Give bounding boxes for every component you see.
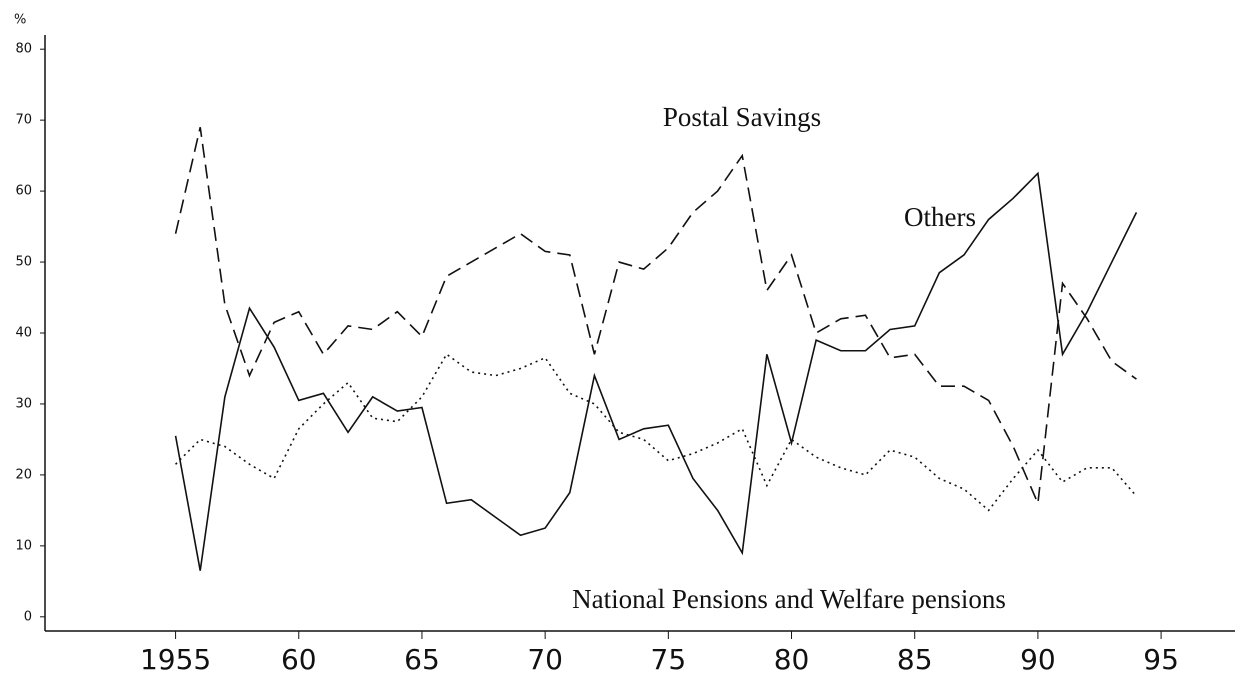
y-unit: % — [14, 13, 26, 28]
y-tick-label: 10 — [15, 538, 32, 553]
annotation: National Pensions and Welfare pensions — [572, 584, 1006, 614]
x-tick-label: 95 — [1143, 643, 1179, 676]
annotation: Postal Savings — [663, 102, 821, 132]
y-tick-label: 50 — [15, 255, 32, 270]
x-tick-label: 90 — [1020, 643, 1056, 676]
y-tick-label: 40 — [15, 326, 32, 341]
x-tick-label: 1955 — [140, 643, 211, 676]
x-tick-label: 65 — [404, 643, 440, 676]
y-tick-label: 60 — [15, 184, 32, 199]
y-tick-label: 20 — [15, 467, 32, 482]
y-tick-label: 70 — [15, 113, 32, 128]
y-tick-label: 0 — [24, 609, 32, 624]
series-line — [174, 127, 1137, 507]
x-tick-label: 85 — [897, 643, 933, 676]
y-tick-label: 80 — [15, 42, 32, 57]
series-line — [175, 353, 1138, 512]
x-tick-label: 60 — [281, 643, 317, 676]
y-tick-label: 30 — [15, 396, 32, 411]
series-line — [174, 171, 1138, 571]
x-tick-label: 80 — [774, 643, 810, 676]
x-tick-label: 70 — [527, 643, 563, 676]
x-tick-label: 75 — [651, 643, 687, 676]
annotation: Others — [904, 202, 976, 232]
